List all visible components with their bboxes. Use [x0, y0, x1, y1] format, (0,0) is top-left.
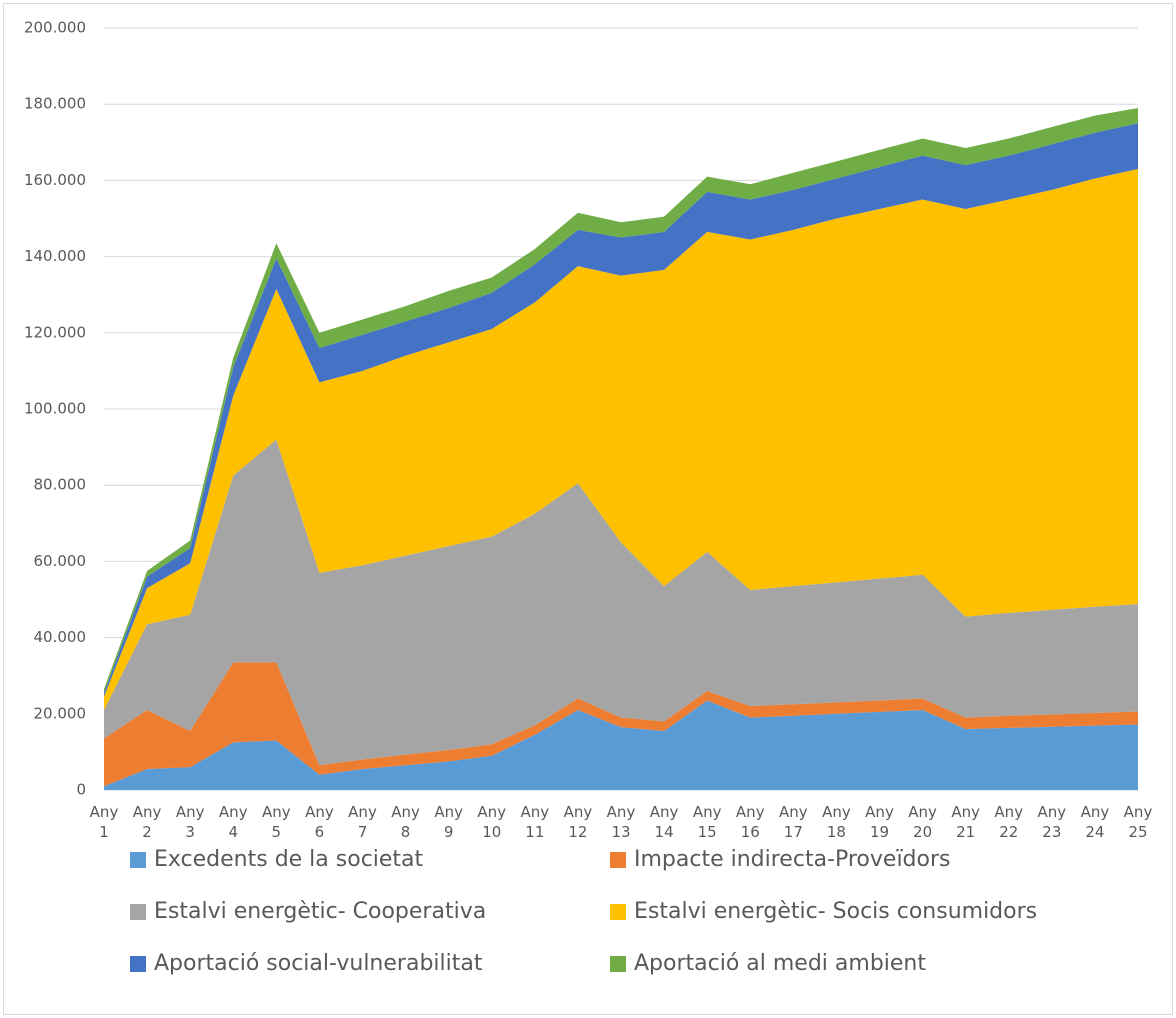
y-tick-label: 40.000 — [34, 628, 87, 646]
legend-swatch — [610, 956, 626, 972]
x-tick-label: Any 14 — [650, 803, 679, 841]
x-tick-label: Any 22 — [994, 803, 1023, 841]
x-tick-label: Any 3 — [176, 803, 205, 841]
y-tick-label: 200.000 — [24, 19, 86, 37]
x-tick-label: Any 21 — [951, 803, 980, 841]
x-tick-label: Any 18 — [822, 803, 851, 841]
x-tick-label: Any 2 — [133, 803, 162, 841]
x-tick-label: Any 5 — [262, 803, 291, 841]
x-tick-label: Any 4 — [219, 803, 248, 841]
x-tick-label: Any 24 — [1081, 803, 1110, 841]
legend-label: Excedents de la societat — [154, 847, 424, 872]
x-tick-label: Any 20 — [908, 803, 937, 841]
y-tick-label: 160.000 — [24, 171, 86, 189]
x-tick-label: Any 9 — [434, 803, 463, 841]
x-tick-label: Any 1 — [90, 803, 119, 841]
x-tick-label: Any 12 — [564, 803, 593, 841]
y-tick-label: 120.000 — [24, 323, 86, 341]
legend-swatch — [130, 904, 146, 920]
y-tick-label: 100.000 — [24, 400, 86, 418]
x-tick-label: Any 25 — [1124, 803, 1153, 841]
area — [104, 168, 1138, 710]
x-tick-label: Any 10 — [477, 803, 506, 841]
x-tick-label: Any 16 — [736, 803, 765, 841]
x-tick-label: Any 15 — [693, 803, 722, 841]
area — [104, 439, 1138, 766]
y-tick-label: 0 — [76, 781, 86, 799]
x-tick-label: Any 6 — [305, 803, 334, 841]
legend-label: Estalvi energètic- Socis consumidors — [634, 899, 1037, 924]
x-tick-label: Any 8 — [391, 803, 420, 841]
area — [104, 108, 1138, 693]
area — [104, 662, 1138, 787]
x-tick-label: Any 13 — [607, 803, 636, 841]
y-tick-label: 20.000 — [34, 704, 87, 722]
legend-label: Estalvi energètic- Cooperativa — [154, 899, 486, 924]
y-tick-label: 180.000 — [24, 95, 86, 113]
legend-swatch — [610, 852, 626, 868]
y-tick-label: 140.000 — [24, 247, 86, 265]
area — [104, 123, 1138, 697]
area — [104, 700, 1138, 790]
legend-label: Aportació al medi ambient — [634, 951, 926, 976]
legend-swatch — [130, 852, 146, 868]
x-tick-label: Any 7 — [348, 803, 377, 841]
x-tick-label: Any 17 — [779, 803, 808, 841]
legend-label: Aportació social-vulnerabilitat — [154, 951, 483, 976]
legend-swatch — [130, 956, 146, 972]
x-tick-label: Any 11 — [521, 803, 550, 841]
y-tick-label: 60.000 — [34, 552, 87, 570]
x-tick-label: Any 19 — [865, 803, 894, 841]
legend-swatch — [610, 904, 626, 920]
x-tick-label: Any 23 — [1038, 803, 1067, 841]
y-tick-label: 80.000 — [34, 476, 87, 494]
legend-label: Impacte indirecta-Proveïdors — [634, 847, 951, 872]
